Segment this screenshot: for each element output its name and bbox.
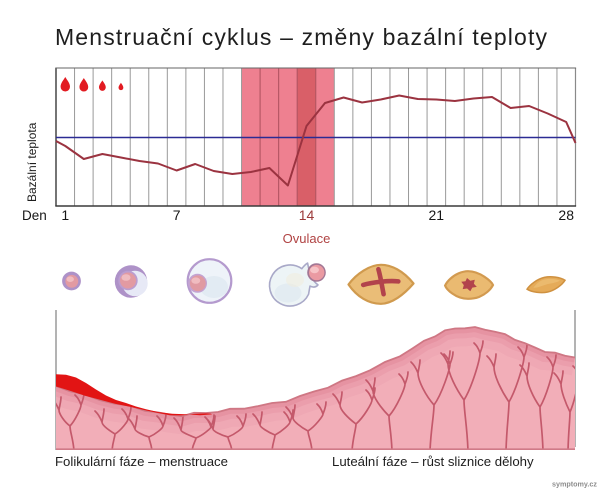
svg-text:28: 28 [558,207,574,223]
svg-text:Luteální fáze – růst sliznice: Luteální fáze – růst sliznice dělohy [332,454,534,469]
svg-text:14: 14 [299,207,315,223]
svg-text:symptomy.cz: symptomy.cz [552,480,597,489]
svg-text:1: 1 [61,207,69,223]
svg-text:Den: Den [22,208,47,223]
svg-text:Ovulace: Ovulace [283,231,331,246]
svg-text:7: 7 [173,207,181,223]
svg-text:Bazální teplota: Bazální teplota [25,122,39,202]
svg-text:21: 21 [429,207,445,223]
svg-text:Menstruační cyklus – změny baz: Menstruační cyklus – změny bazální teplo… [55,24,548,50]
svg-text:Folikulární fáze – menstruace: Folikulární fáze – menstruace [55,454,228,469]
